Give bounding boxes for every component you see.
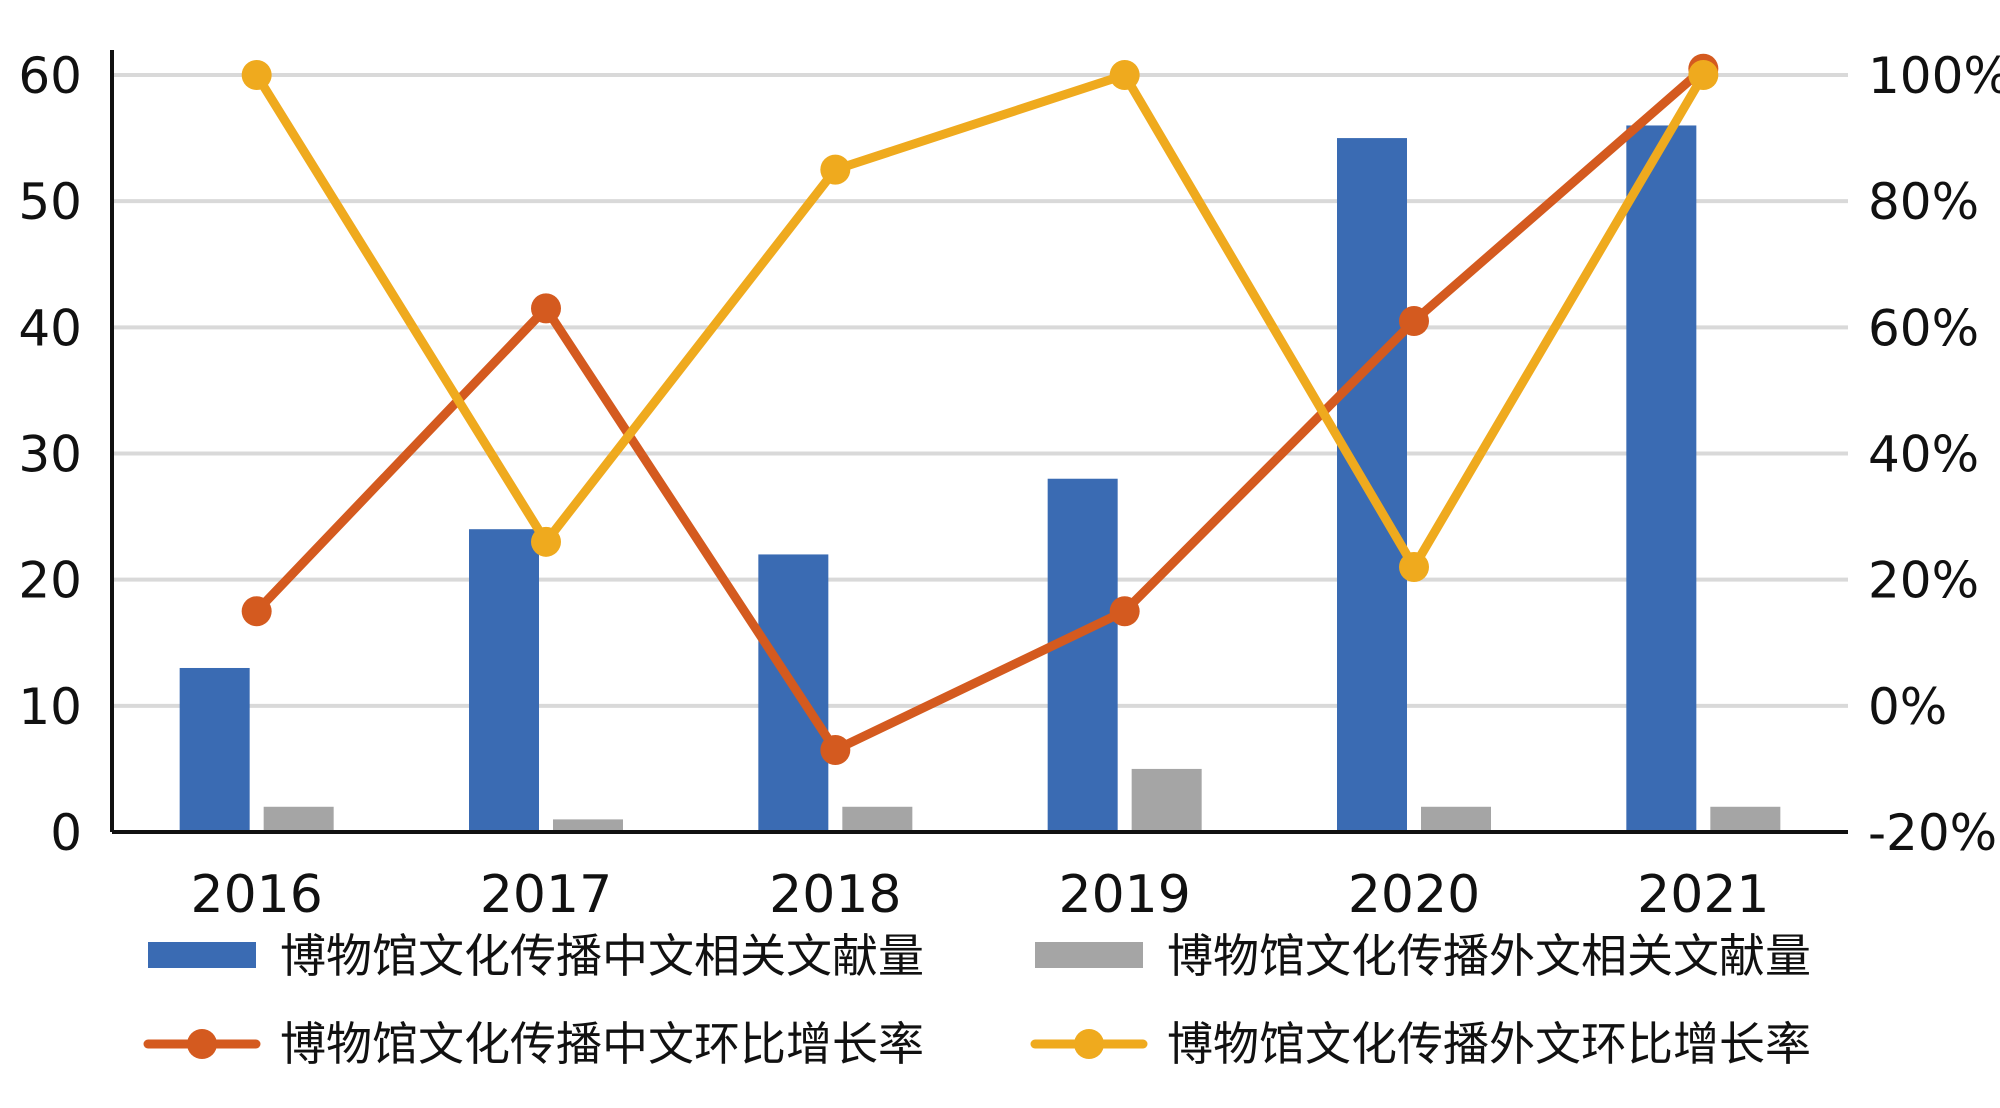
y-left-tick-label: 30 [18, 426, 82, 484]
bar [553, 819, 623, 832]
y-left-tick-label: 10 [18, 678, 82, 736]
y-right-tick-label: 0% [1868, 678, 1947, 736]
legend-marker [187, 1029, 217, 1059]
x-tick-label: 2016 [190, 865, 322, 925]
series-line [252, 64, 1708, 755]
bar [179, 667, 250, 832]
bar [1047, 478, 1118, 832]
bar [1421, 806, 1491, 832]
data-point [1109, 60, 1140, 90]
line-group [241, 53, 1719, 765]
data-point [820, 154, 851, 185]
y-left-tick-label: 60 [18, 47, 82, 105]
x-tick-label: 2020 [1348, 865, 1480, 925]
legend-label: 博物馆文化传播中文环比增长率 [280, 1017, 924, 1071]
bar-group [179, 125, 1781, 833]
bar [1626, 125, 1697, 832]
bar [842, 806, 913, 832]
legend-label: 博物馆文化传播外文环比增长率 [1167, 1017, 1811, 1071]
bar [263, 806, 334, 832]
series-line [252, 70, 1708, 572]
data-point [1399, 552, 1429, 583]
axes [110, 50, 1848, 834]
y-right-tick-label: -20% [1868, 804, 1997, 862]
data-point [1109, 596, 1140, 627]
y-left-tick-label: 20 [18, 552, 82, 610]
data-point [820, 734, 851, 765]
y-left-tick-label: 50 [18, 173, 82, 231]
data-point [241, 596, 272, 627]
legend-marker [1074, 1029, 1104, 1059]
y-left-tick-label: 0 [50, 804, 82, 862]
bar [469, 529, 539, 832]
data-point [1688, 60, 1719, 90]
y-right-tick-label: 80% [1868, 173, 1979, 231]
legend-swatch [148, 942, 256, 968]
data-point [1399, 306, 1429, 337]
data-point [531, 293, 561, 324]
x-tick-label: 2018 [769, 865, 901, 925]
y-right-tick-label: 100% [1868, 47, 2000, 105]
legend: 博物馆文化传播中文相关文献量 博物馆文化传播外文相关文献量博物馆文化传播中文环比增… [143, 929, 1811, 1071]
y-right-tick-label: 20% [1868, 552, 1979, 610]
x-tick-label: 2017 [480, 865, 612, 925]
bar [1131, 768, 1202, 832]
legend-swatch [1035, 942, 1143, 968]
tick-labels: 0 10 20 30 40 50 60 -20% 0% 20% 40% 60% 80% 100% 2016 2… [18, 47, 2000, 925]
data-point [241, 60, 272, 90]
data-point [531, 526, 561, 557]
y-right-tick-label: 60% [1868, 299, 1979, 357]
y-left-tick-label: 40 [18, 299, 82, 357]
bar [1710, 806, 1781, 832]
x-tick-label: 2019 [1058, 865, 1190, 925]
y-right-tick-label: 40% [1868, 426, 1979, 484]
x-tick-label: 2021 [1637, 865, 1769, 925]
legend-label: 博物馆文化传播外文相关文献量 [1167, 929, 1811, 983]
legend-label: 博物馆文化传播中文相关文献量 [280, 929, 924, 983]
bar [1337, 138, 1407, 833]
